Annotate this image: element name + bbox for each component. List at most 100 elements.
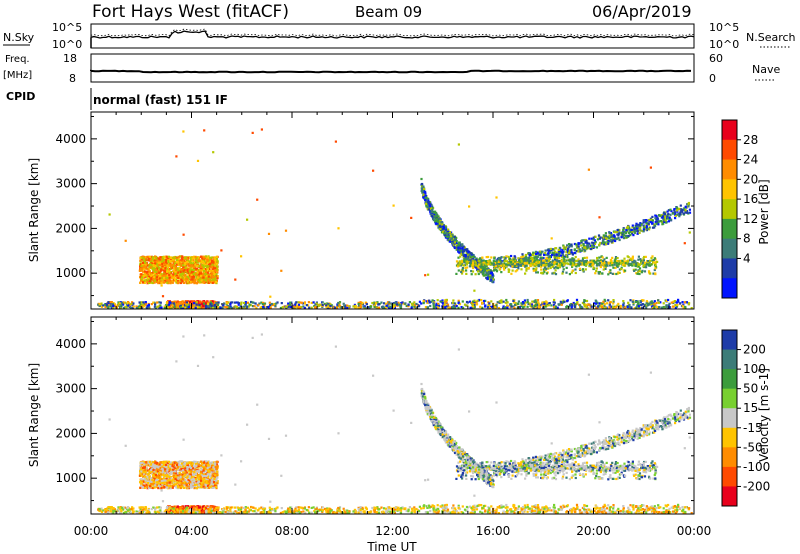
power-cell	[149, 258, 152, 261]
power-cell	[169, 280, 172, 283]
power-cell	[558, 257, 561, 260]
power-cell	[518, 305, 522, 309]
power-cell	[161, 262, 164, 265]
power-cell	[562, 248, 565, 251]
power-cell	[465, 257, 468, 260]
power-cell	[174, 272, 177, 275]
power-cell	[161, 278, 164, 281]
power-cell	[180, 270, 183, 274]
power-cell	[546, 253, 549, 256]
power-cell	[453, 239, 456, 242]
power-cell	[192, 300, 195, 303]
power-cell	[634, 226, 637, 229]
power-cell	[661, 216, 664, 219]
power-cell	[549, 247, 552, 250]
power-cell	[521, 253, 524, 256]
power-cell	[144, 270, 147, 273]
power-cell	[584, 249, 587, 252]
power-cell	[374, 302, 377, 305]
power-cell	[307, 304, 310, 307]
power-cell	[168, 274, 171, 277]
power-cell	[329, 304, 332, 308]
power-cell	[170, 300, 173, 304]
power-cell	[405, 304, 408, 308]
power-cell	[293, 305, 296, 308]
power-cell	[197, 279, 200, 282]
power-cell	[622, 303, 625, 306]
power-cell	[240, 301, 243, 304]
power-cell	[121, 303, 125, 306]
power-cell	[657, 219, 660, 222]
power-cell	[547, 304, 550, 307]
power-cell	[684, 211, 687, 214]
power-cell	[147, 277, 150, 280]
power-cell	[605, 260, 608, 264]
power-cell	[526, 259, 529, 262]
power-cell	[176, 267, 179, 270]
power-cell	[533, 256, 536, 259]
power-cell	[657, 301, 660, 304]
power-cell	[453, 306, 456, 309]
power-cell	[209, 262, 212, 265]
power-cell	[202, 305, 205, 308]
power-cell	[200, 265, 203, 269]
power-cell	[557, 267, 560, 270]
power-cell	[481, 301, 484, 305]
power-cell	[460, 249, 463, 252]
power-cell	[645, 225, 648, 228]
power-cell	[455, 240, 458, 243]
power-cell	[622, 227, 625, 230]
power-cell	[542, 259, 545, 262]
power-cell	[128, 303, 131, 306]
power-cell	[179, 255, 182, 258]
power-cell	[486, 276, 490, 279]
power-cell	[176, 261, 179, 264]
power-cell	[124, 301, 127, 304]
power-cell	[179, 275, 182, 278]
power-cell	[643, 304, 646, 308]
power-cell	[303, 306, 306, 310]
power-cell	[686, 203, 689, 206]
power-cell	[428, 299, 431, 302]
power-cell	[614, 266, 617, 269]
power-cell	[388, 301, 391, 304]
power-cell	[425, 300, 428, 303]
power-cell	[247, 305, 250, 308]
power-cell	[575, 249, 578, 253]
power-cell	[411, 303, 414, 306]
power-cell	[537, 251, 540, 254]
power-cell	[633, 269, 636, 272]
power-cell	[609, 264, 612, 267]
power-cell	[139, 276, 142, 279]
power-cell	[556, 264, 559, 267]
power-cell	[433, 305, 436, 308]
power-cell	[570, 306, 573, 309]
power-cell	[172, 264, 175, 267]
power-cell	[514, 261, 517, 264]
power-cell	[673, 209, 676, 212]
power-cell	[204, 279, 207, 282]
power-cell	[594, 241, 597, 244]
power-cell	[140, 273, 143, 276]
power-cell	[538, 305, 542, 309]
power-cell	[645, 300, 648, 303]
power-cell	[443, 232, 446, 235]
power-cell	[172, 263, 175, 266]
power-cell	[205, 301, 208, 304]
power-cell	[147, 306, 150, 309]
power-cell	[426, 301, 429, 304]
power-cell	[451, 240, 454, 243]
power-cell	[448, 240, 451, 243]
power-cell	[173, 303, 176, 306]
power-cell	[179, 260, 182, 263]
power-cell	[156, 301, 159, 304]
power-cell	[143, 305, 146, 308]
power-cell	[616, 229, 619, 232]
power-cell	[592, 242, 595, 245]
power-cell	[438, 225, 441, 228]
power-cell	[469, 306, 472, 309]
power-cell	[648, 261, 651, 264]
power-cell	[530, 303, 533, 306]
power-cell	[194, 267, 197, 271]
power-cell	[394, 301, 397, 304]
